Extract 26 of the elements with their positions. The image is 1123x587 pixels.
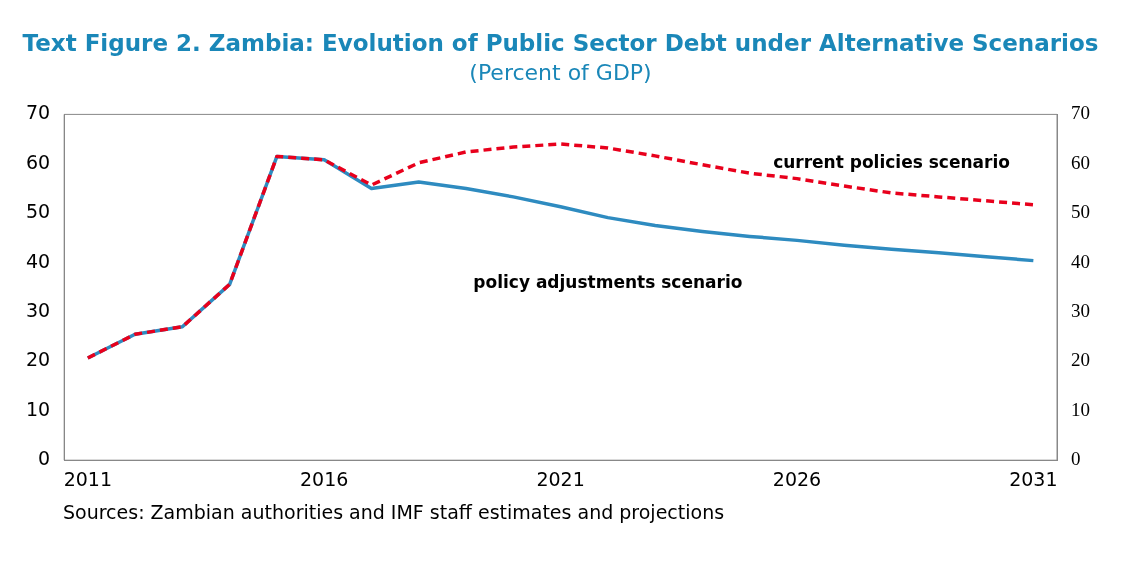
chart-subtitle: (Percent of GDP)	[468, 60, 653, 85]
y2-tick-label: 40	[1071, 250, 1090, 272]
y2-tick-label: 10	[1071, 398, 1090, 420]
y2-tick-label: 70	[1071, 102, 1090, 124]
y-tick-label: 60	[25, 150, 51, 173]
chart-title: Text Figure 2. Zambia: Evolution of Public Sector Debt under Alternative Scenarios	[21, 30, 1100, 56]
y-tick-label: 40	[25, 249, 51, 272]
y-tick-label: 0	[38, 447, 51, 470]
y2-tick-label: 30	[1071, 299, 1090, 321]
y-tick-label: 70	[25, 101, 51, 124]
y-tick-label: 30	[25, 298, 51, 321]
y2-tick-label: 60	[1071, 151, 1090, 173]
x-tick-label: 2031	[1009, 467, 1058, 490]
y2-tick-label: 20	[1071, 349, 1090, 371]
y-tick-label: 10	[25, 397, 51, 420]
series-label: current policies scenario	[773, 151, 1010, 172]
text: policy adjustments scenario	[473, 271, 743, 292]
y2-tick-label: 0	[1071, 448, 1081, 470]
x-tick-label: 2016	[300, 467, 349, 490]
source-note: Sources: Zambian authorities and IMF staff estimates and projections	[63, 501, 726, 523]
y2-tick-label: 50	[1071, 201, 1090, 223]
x-tick-label: 2026	[772, 467, 822, 490]
y-tick-label: 50	[25, 200, 51, 223]
x-tick-label: 2021	[536, 467, 585, 490]
y-tick-label: 20	[25, 348, 51, 371]
x-tick-label: 2011	[63, 467, 112, 490]
